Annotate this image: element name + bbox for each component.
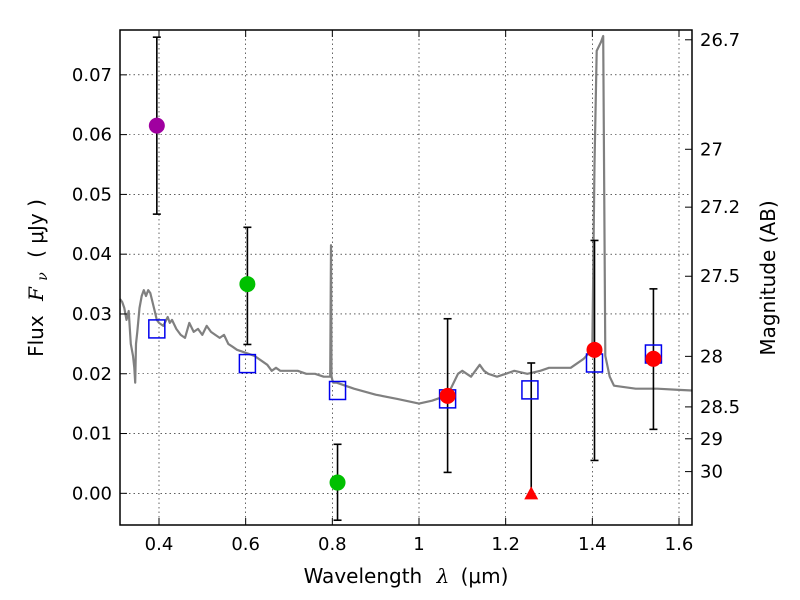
y-tick-label: 0.00 — [72, 483, 112, 504]
observed-point — [239, 276, 256, 293]
x-tick-label: 1 — [413, 534, 424, 555]
x-axis-title-label: Wavelength — [304, 564, 423, 588]
y-tick-label: 0.04 — [72, 244, 112, 265]
y-axis-title-subscript: ν — [35, 272, 51, 281]
y2-tick-label: 27 — [700, 139, 723, 160]
y-tick-label: 0.03 — [72, 304, 112, 325]
y2-tick-label: 28.5 — [700, 397, 740, 418]
x-tick-label: 1.4 — [578, 534, 607, 555]
observed-point — [439, 387, 456, 404]
x-tick-label: 0.4 — [145, 534, 174, 555]
y-tick-label: 0.07 — [72, 65, 112, 86]
y-axis-title-label: Flux — [24, 315, 48, 357]
model-point — [521, 380, 539, 400]
observed-point — [329, 474, 346, 491]
observed-point — [645, 350, 662, 367]
upper-limit-marker — [524, 486, 539, 500]
axis-ticks: 0.4 0.6 0.8 1 1.2 1.4 1.6 0.00 0.01 0.02 0.03 0.04 0… — [72, 30, 740, 555]
observed-point — [148, 117, 165, 134]
template-sed-line — [119, 34, 693, 405]
y-axis-title-unit: ( μJy ) — [24, 199, 48, 258]
y-axis-title-symbol: F — [24, 286, 48, 302]
x-axis-title: Wavelength λ (μm) — [304, 564, 509, 588]
x-tick-label: 0.8 — [318, 534, 347, 555]
y2-tick-label: 29 — [700, 429, 723, 450]
plot-background — [120, 30, 692, 525]
y-tick-label: 0.05 — [72, 184, 112, 205]
observed-point — [586, 341, 603, 358]
model-point — [328, 380, 347, 401]
plot-frame — [119, 29, 693, 526]
x-axis-title-unit: (μm) — [461, 564, 509, 588]
y2-tick-label: 26.7 — [700, 30, 740, 51]
model-point — [238, 353, 257, 374]
y-tick-label: 0.06 — [72, 125, 112, 146]
y-tick-label: 0.02 — [72, 364, 112, 385]
x-tick-label: 0.6 — [231, 534, 260, 555]
y-axis-title: Flux F ν ( μJy ) — [24, 199, 52, 357]
error-bars — [152, 36, 658, 522]
y2-tick-label: 27.2 — [700, 197, 740, 218]
y2-tick-label: 30 — [700, 462, 723, 483]
x-tick-label: 1.2 — [491, 534, 520, 555]
model-point — [148, 319, 166, 339]
x-axis-title-symbol: λ — [436, 564, 450, 588]
y2-tick-label: 28 — [700, 346, 723, 367]
data-markers — [148, 117, 663, 500]
y2-tick-label: 27.5 — [700, 266, 740, 287]
x-tick-label: 1.6 — [665, 534, 694, 555]
y-tick-label: 0.01 — [72, 424, 112, 445]
y2-axis-title: Magnitude (AB) — [756, 200, 780, 355]
template-sed-layer — [119, 34, 693, 405]
